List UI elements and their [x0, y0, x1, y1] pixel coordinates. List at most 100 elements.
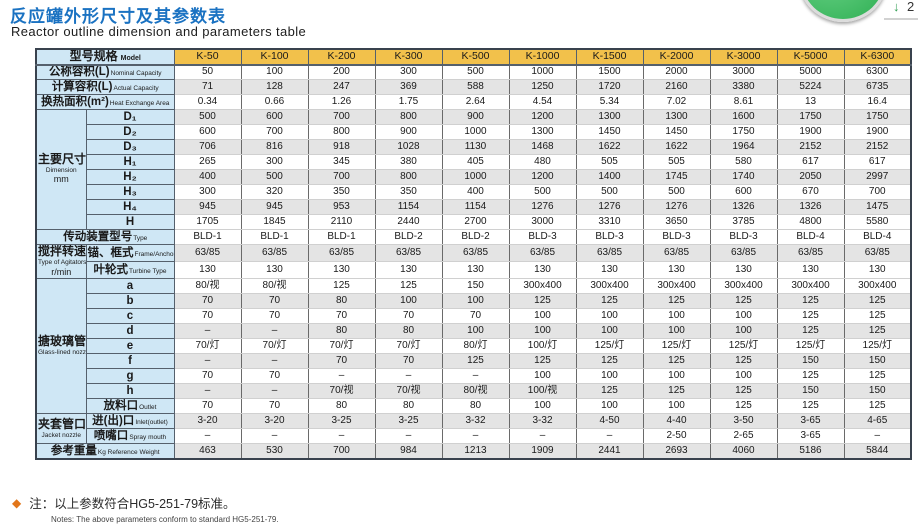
value-cell: 2700: [441, 214, 510, 230]
value-cell: 350: [374, 184, 443, 200]
value-cell: 600: [709, 184, 778, 200]
row-label-zh: 锚、框式: [87, 246, 134, 259]
value-cell: 2050: [776, 169, 845, 185]
value-cell: 70: [240, 398, 309, 415]
value-cell: 70/灯: [173, 338, 242, 355]
value-cell: 1450: [575, 124, 644, 140]
value-cell: 125: [709, 293, 778, 310]
value-cell: 70: [173, 368, 242, 385]
value-cell: 4-50: [575, 413, 644, 430]
value-cell: 125: [374, 278, 443, 295]
value-cell: 1720: [575, 79, 644, 95]
value-cell: 3-65: [776, 413, 845, 430]
value-cell: 80: [307, 398, 376, 415]
value-cell: 1500: [575, 64, 644, 80]
row-label: b: [85, 293, 175, 310]
value-cell: 125/灯: [843, 338, 912, 355]
value-cell: 13: [776, 94, 845, 110]
value-cell: 6300: [843, 64, 912, 80]
value-cell: 63/85: [508, 243, 577, 263]
row-label-en: Turbine Type: [128, 267, 167, 275]
value-cell: 63/85: [776, 243, 845, 263]
value-cell: 706: [173, 139, 242, 155]
row-label-en: Actual Capacity: [113, 84, 159, 92]
value-cell: 70: [441, 308, 510, 325]
value-cell: –: [843, 428, 912, 445]
row-label-zh: 放料口: [103, 400, 139, 413]
value-cell: –: [173, 353, 242, 370]
model-column-header: K-200: [307, 48, 376, 66]
value-cell: 300x400: [575, 278, 644, 295]
row-label-zh: 喷嘴口: [93, 430, 129, 443]
row-label: 传动装置型号Type: [35, 229, 175, 245]
row-label: f: [85, 353, 175, 370]
table-row: 放料口Outlet 70 70 80 80 80 100 100 100 125 125 125: [36, 398, 912, 415]
row-label-zh: a: [126, 280, 134, 293]
value-cell: 2152: [843, 139, 912, 155]
row-label: h: [85, 383, 175, 400]
value-cell: 5580: [843, 214, 912, 230]
spec-table: 型号规格 Model K-50 K-100 K-200 K-300 K-500 K-1000 K…: [35, 48, 912, 460]
value-cell: –: [508, 428, 577, 445]
table-row: D₂ 600 700 800 900 1000 1300 1450 1450 1750 1900 19…: [36, 124, 912, 140]
row-label: e: [85, 338, 175, 355]
table-row: 夹套管口 Jacket nozzle 进(出)口Inlet(outlet) 3-20 3…: [35, 413, 912, 445]
toolbar-divider: [884, 18, 918, 20]
note-diamond-icon: ◆: [12, 496, 22, 510]
table-row: H₁ 265 300 345 380 405 480 505 505 580 617 617: [36, 154, 912, 170]
group-label-en: Glass-lined nozzle: [38, 349, 86, 357]
value-cell: 1900: [776, 124, 845, 140]
value-cell: 125/灯: [776, 338, 845, 355]
table-row: H₂ 400 500 700 800 1000 1200 1400 1745 1740 2050 29…: [36, 169, 912, 185]
value-cell: 70: [240, 293, 309, 310]
value-cell: 100: [642, 323, 711, 340]
download-count: 2: [907, 0, 915, 14]
value-cell: 125: [642, 383, 711, 400]
value-cell: 70: [173, 293, 242, 310]
table-row: H 1705 1845 2110 2440 2700 3000 3310 3650 3785 480…: [36, 214, 912, 230]
row-label-zh: f: [128, 355, 132, 368]
value-cell: 125: [575, 293, 644, 310]
value-cell: 1276: [642, 199, 711, 215]
value-cell: 1.75: [374, 94, 443, 110]
row-label: a: [85, 278, 175, 295]
value-cell: 100: [441, 293, 510, 310]
row-label-zh: H₄: [123, 200, 137, 213]
value-cell: 63/85: [173, 243, 242, 263]
value-cell: 1154: [441, 199, 510, 215]
group-label-en: Dimension: [45, 166, 77, 174]
value-cell: 130: [508, 261, 577, 280]
value-cell: 2997: [843, 169, 912, 185]
value-cell: 63/85: [307, 243, 376, 263]
value-cell: 2160: [642, 79, 711, 95]
value-cell: 150: [776, 353, 845, 370]
value-cell: 463: [173, 443, 242, 460]
value-cell: 3380: [709, 79, 778, 95]
table-row: 计算容积(L)Actual Capacity 71 128 247 369 588 1250…: [35, 79, 912, 95]
value-cell: 80: [307, 323, 376, 340]
row-label: 叶轮式Turbine Type: [85, 261, 175, 280]
value-cell: 80: [307, 293, 376, 310]
table-row: 传动装置型号Type BLD-1 BLD-1 BLD-1 BLD-2 BLD-2 BLD-3…: [35, 229, 912, 245]
value-cell: 1400: [575, 169, 644, 185]
value-cell: 100: [642, 308, 711, 325]
table-row: c 70 70 70 70 70 100 100 100 100 125 125: [36, 308, 912, 325]
value-cell: 1326: [709, 199, 778, 215]
value-cell: 480: [508, 154, 577, 170]
value-cell: 1450: [642, 124, 711, 140]
group-label-zh: 夹套管口: [38, 416, 86, 431]
row-label-en: Kg Reference Weight: [97, 448, 160, 456]
row-label-en: Heat Exchange Area: [109, 99, 170, 107]
value-cell: 300: [240, 154, 309, 170]
value-cell: 125: [709, 398, 778, 415]
value-cell: 670: [776, 184, 845, 200]
table-row: 公称容积(L)Nominal Capacity 50 100 200 300 500 100…: [35, 64, 912, 80]
download-badge[interactable]: [799, 0, 887, 22]
value-cell: 16.4: [843, 94, 912, 110]
value-cell: 80/视: [173, 278, 242, 295]
value-cell: 100/灯: [508, 338, 577, 355]
value-cell: 4-40: [642, 413, 711, 430]
row-label-zh: e: [126, 340, 134, 353]
value-cell: 125: [642, 293, 711, 310]
footnote: ◆ 注：以上参数符合HG5-251-79标准。 Notes: The above …: [12, 493, 279, 524]
